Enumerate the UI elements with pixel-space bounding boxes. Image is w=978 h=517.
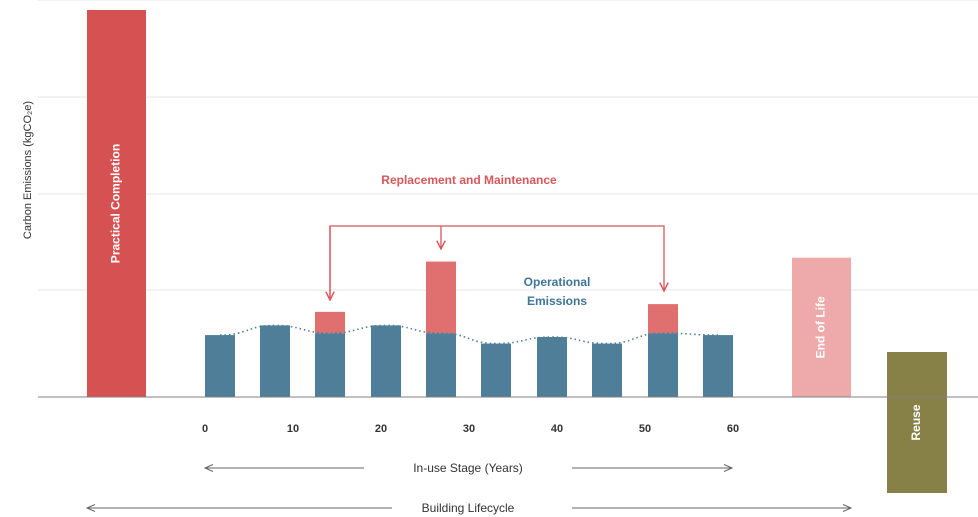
x-tick-label: 30 <box>463 423 475 435</box>
operational-bar <box>205 335 235 397</box>
replacement-bar <box>315 311 345 334</box>
operational-emissions-label-line1: Operational <box>524 275 591 289</box>
x-tick-label: 50 <box>639 423 651 435</box>
replacement-bar <box>426 261 456 334</box>
bars <box>87 10 947 493</box>
building-lifecycle-label: Building Lifecycle <box>422 501 515 515</box>
x-tick-label: 40 <box>551 423 563 435</box>
x-tick-label: 20 <box>375 423 387 435</box>
end-of-life-bar <box>792 257 851 397</box>
x-tick-label: 60 <box>727 423 739 435</box>
operational-bar <box>537 337 567 397</box>
gridlines <box>38 0 978 291</box>
building-lifecycle-range: Building Lifecycle <box>87 501 851 515</box>
y-axis-label: Carbon Emissions (kgCO₂e) <box>22 101 34 239</box>
x-tick-label: 10 <box>287 423 299 435</box>
replacement-maintenance-label: Replacement and Maintenance <box>381 173 557 187</box>
operational-bar <box>481 343 511 397</box>
operational-bar <box>426 333 456 397</box>
operational-bar <box>315 333 345 397</box>
replacement-bar <box>648 304 678 334</box>
reuse-label: Reuse <box>909 404 923 440</box>
x-tick-labels: 0 10 20 30 40 50 60 <box>202 423 739 435</box>
practical-completion-label: Practical Completion <box>109 144 123 263</box>
operational-bar <box>703 335 733 397</box>
operational-bar <box>648 333 678 397</box>
operational-bar <box>592 343 622 397</box>
operational-bar <box>260 325 290 397</box>
stage-labels: Practical Completion End of Life Reuse <box>109 144 924 441</box>
operational-bar <box>371 325 401 397</box>
in-use-stage-range: In-use Stage (Years) <box>205 461 732 475</box>
replacement-bracket <box>330 225 664 300</box>
practical-completion-bar <box>87 10 146 397</box>
end-of-life-label: End of Life <box>814 296 828 358</box>
in-use-stage-label: In-use Stage (Years) <box>413 461 523 475</box>
reuse-bar <box>887 352 947 493</box>
operational-trend-line <box>219 324 719 345</box>
x-tick-label: 0 <box>202 423 208 435</box>
operational-emissions-label-line2: Emissions <box>527 294 587 308</box>
